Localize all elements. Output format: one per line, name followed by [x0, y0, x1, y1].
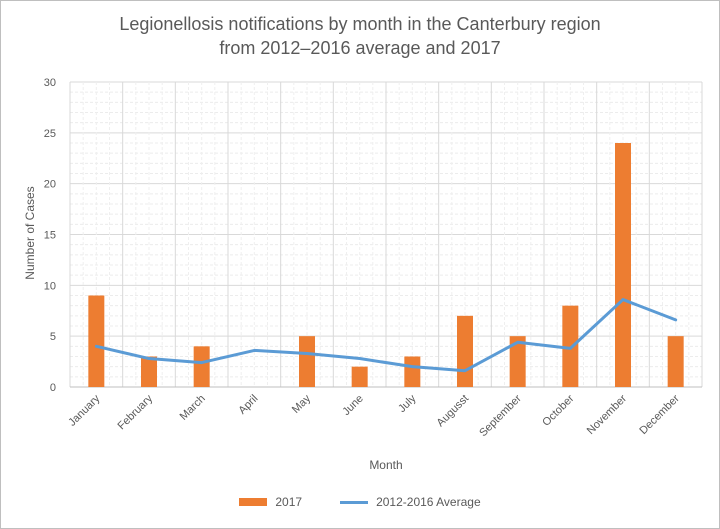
- y-tick-label: 25: [44, 128, 56, 140]
- x-tick-label: December: [637, 392, 682, 437]
- line-average: [94, 298, 678, 373]
- y-tick-label: 20: [44, 179, 56, 191]
- bar-2017: [193, 346, 210, 387]
- bar-series: [88, 143, 684, 387]
- x-tick-label: March: [178, 393, 208, 423]
- chart-title-line1: Legionellosis notifications by month in …: [119, 14, 601, 34]
- x-tick-label: October: [540, 392, 576, 428]
- chart-title: Legionellosis notifications by month in …: [0, 12, 720, 60]
- x-tick-label: January: [66, 392, 103, 429]
- legend-swatch-line: [340, 500, 369, 504]
- legend-label-2017: 2017: [275, 495, 303, 509]
- y-tick-label: 5: [50, 331, 56, 343]
- legend-item-average: 2012-2016 Average: [340, 495, 481, 509]
- bar-2017: [299, 336, 315, 387]
- chart-grid: [69, 81, 703, 388]
- x-tick-label: April: [236, 393, 260, 417]
- legend: 2017 2012-2016 Average: [0, 495, 720, 509]
- y-tick-label: 10: [44, 280, 56, 292]
- x-tick-label: Augusst: [435, 393, 472, 430]
- bar-2017: [667, 336, 684, 387]
- x-axis-ticks: January February March April May June July Augu…: [66, 392, 682, 439]
- x-axis-label: Month: [369, 458, 402, 472]
- y-tick-label: 0: [50, 382, 56, 394]
- y-axis-label: Number of Cases: [23, 186, 37, 279]
- bar-2017: [88, 295, 105, 387]
- x-tick-label: May: [290, 392, 314, 416]
- legend-item-2017: 2017: [239, 495, 302, 509]
- line-series: [94, 298, 678, 373]
- bar-2017: [615, 143, 631, 387]
- chart-title-line2: from 2012–2016 average and 2017: [219, 38, 501, 58]
- legend-swatch-bar: [239, 498, 268, 506]
- x-tick-label: November: [585, 392, 630, 437]
- bar-2017: [457, 315, 473, 387]
- x-tick-label: September: [477, 392, 524, 439]
- x-tick-label: February: [116, 392, 156, 432]
- bar-2017: [351, 366, 368, 387]
- y-axis-ticks: 0 5 10 15 20 25 30: [44, 77, 56, 394]
- y-tick-label: 15: [44, 230, 56, 242]
- legend-label-average: 2012-2016 Average: [376, 495, 481, 509]
- bar-2017: [509, 336, 526, 387]
- bar-2017: [141, 356, 157, 387]
- x-tick-label: June: [340, 393, 365, 418]
- y-tick-label: 30: [44, 77, 56, 89]
- x-tick-label: July: [396, 392, 419, 415]
- bar-2017: [404, 356, 421, 387]
